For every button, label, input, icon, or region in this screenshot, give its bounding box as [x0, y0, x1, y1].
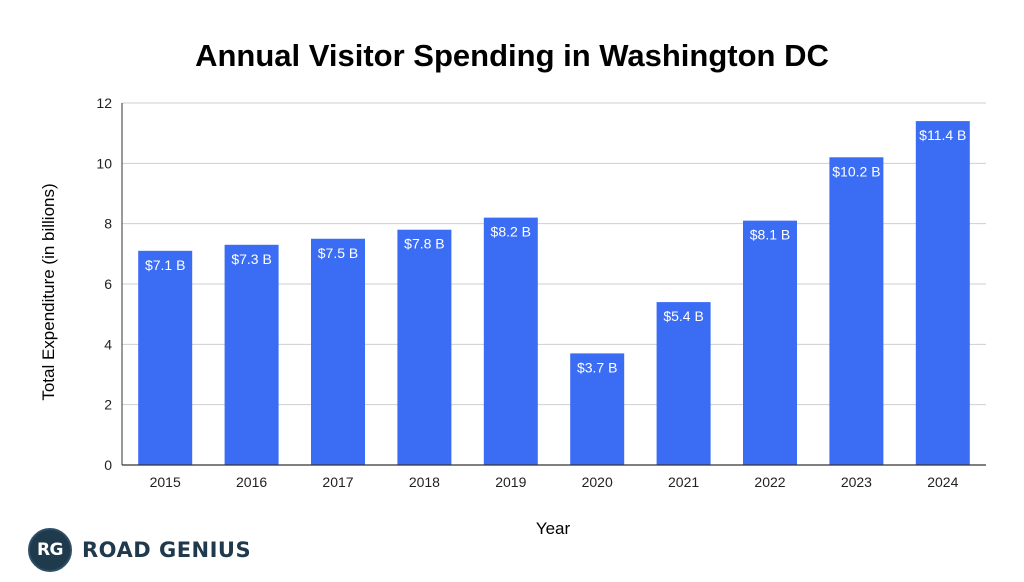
logo-text: ROAD GENIUS — [82, 538, 252, 562]
y-tick-label: 6 — [104, 276, 112, 292]
data-labels: $7.1 B $7.3 B $7.5 B $7.8 B $8.2 B $3.7 B $5.4… — [145, 127, 966, 375]
bar-2019 — [483, 217, 538, 465]
x-tick-label: 2019 — [495, 474, 526, 490]
data-label-2016: $7.3 B — [231, 251, 271, 267]
bar-2018 — [397, 229, 452, 465]
y-tick-label: 4 — [104, 336, 112, 352]
data-label-2017: $7.5 B — [318, 245, 358, 261]
bar-2022 — [743, 220, 797, 465]
x-tick-label: 2023 — [841, 474, 872, 490]
y-tick-label: 8 — [104, 216, 112, 232]
x-axis-label: Year — [536, 519, 571, 538]
bar-2015 — [138, 250, 193, 465]
data-label-2020: $3.7 B — [577, 359, 617, 375]
x-tick-label: 2015 — [150, 474, 181, 490]
x-tick-label: 2017 — [322, 474, 353, 490]
axes: 0 2 4 6 8 10 12 2015 2016 2017 2018 2019 2020 2021 202… — [96, 95, 986, 490]
bars — [138, 121, 970, 466]
chart-title: Annual Visitor Spending in Washington DC — [195, 38, 829, 73]
bar-2016 — [224, 244, 279, 465]
data-label-2023: $10.2 B — [832, 163, 880, 179]
y-tick-label: 10 — [96, 155, 112, 171]
bar-2020 — [570, 353, 625, 465]
y-tick-label: 2 — [104, 397, 112, 413]
bar-2023 — [829, 157, 884, 466]
data-label-2015: $7.1 B — [145, 257, 185, 273]
data-label-2024: $11.4 B — [919, 127, 966, 143]
data-label-2021: $5.4 B — [663, 308, 703, 324]
x-tick-label: 2020 — [582, 474, 613, 490]
road-genius-logo: RG ROAD GENIUS — [28, 528, 251, 572]
x-tick-label: 2024 — [927, 474, 958, 490]
logo-mark: RG — [36, 540, 64, 560]
x-tick-label: 2021 — [668, 474, 699, 490]
data-label-2019: $8.2 B — [491, 224, 531, 240]
x-tick-label: 2022 — [754, 474, 785, 490]
bar-2024 — [915, 121, 970, 465]
x-tick-label: 2018 — [409, 474, 440, 490]
bar-2017 — [311, 238, 365, 465]
y-tick-label: 0 — [104, 457, 112, 473]
logo-badge-icon: RG — [28, 528, 72, 572]
data-label-2022: $8.1 B — [750, 227, 790, 243]
x-tick-label: 2016 — [236, 474, 267, 490]
y-tick-label: 12 — [96, 95, 112, 111]
data-label-2018: $7.8 B — [404, 236, 444, 252]
y-axis-label: Total Expenditure (in billions) — [39, 183, 58, 400]
bar-2021 — [656, 302, 711, 465]
